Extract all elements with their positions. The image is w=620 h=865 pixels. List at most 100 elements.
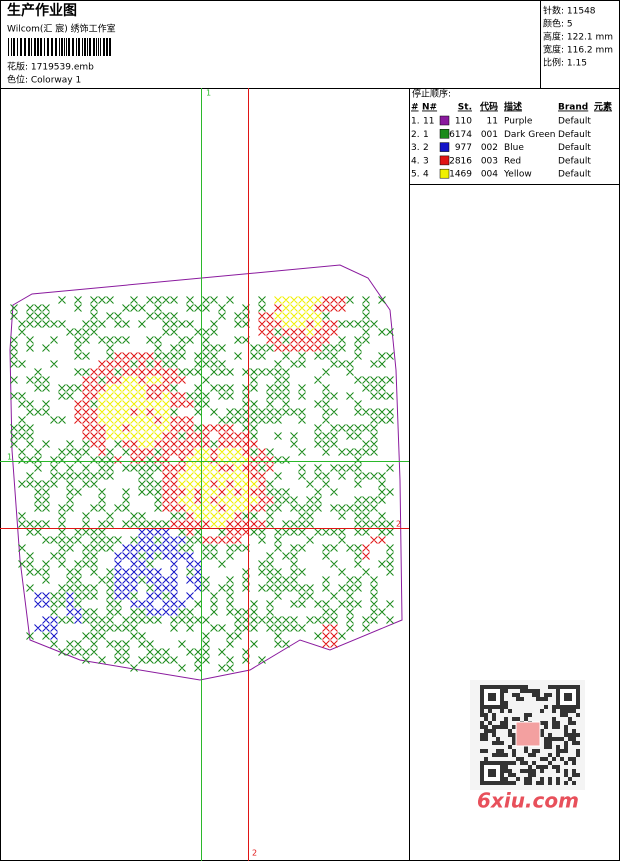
qr-module [528,713,532,717]
qr-module [524,769,528,773]
qr-module [512,737,516,741]
qr-module [520,761,524,765]
cell: 002 [481,143,498,153]
qr-module [528,773,532,777]
stitches [34,528,202,640]
qr-module [572,757,576,761]
qr-module [504,761,508,765]
qr-logo [515,721,541,747]
qr-module [500,721,504,725]
column-header: # [411,103,419,113]
qr-module [552,717,556,721]
qr-module [504,769,508,773]
qr-module [568,709,572,713]
bar [96,38,97,56]
qr-module [528,781,532,785]
qr-module [560,749,564,753]
qr-module [544,721,548,725]
cell: Default [558,156,591,166]
cell: Default [558,117,591,127]
qr-module [512,749,516,753]
bar [47,38,49,56]
cell: 11 [423,117,434,127]
stat: 颜色: 5 [543,18,573,30]
marker: 2 [396,520,401,529]
bar [20,38,22,56]
qr-module [572,769,576,773]
qr-module [520,685,524,689]
qr-module [536,693,540,697]
cell: Default [558,170,591,180]
qr-module [504,685,508,689]
bar [78,38,80,56]
qr-finder [488,769,496,777]
qr-module [524,685,528,689]
bar [17,38,18,56]
qr-module [564,733,568,737]
qr-module [512,733,516,737]
color-swatch [439,129,450,139]
qr-finder [564,693,572,701]
qr-module [544,725,548,729]
bar [72,38,74,56]
qr-module [536,765,540,769]
qr-module [552,725,556,729]
stat: 比例: 1.15 [543,57,587,69]
qr-module [480,749,484,753]
qr-module [544,745,548,749]
qr-module [500,741,504,745]
bar [13,38,15,56]
outline [9,264,403,681]
qr-module [484,729,488,733]
qr-module [500,725,504,729]
column-header: St. [458,103,472,113]
color-swatch [439,115,450,126]
qr-module [572,761,576,765]
qr-module [556,777,560,781]
qr-module [532,753,536,757]
qr-module [500,749,504,753]
cell: Red [504,156,521,166]
design-area [9,264,403,681]
qr-module [556,781,560,785]
qr-module [524,713,528,717]
barcode [8,38,111,56]
qr-module [572,741,576,745]
cell: 11 [487,117,498,127]
qr-module [524,717,528,721]
qr-module [576,741,580,745]
qr-module [520,689,524,693]
qr-module [548,741,552,745]
qr-module [564,781,568,785]
cell: 1469 [449,170,472,180]
qr-module [556,769,560,773]
cell: 4. [411,156,420,166]
qr-module [540,757,544,761]
color-swatch [439,168,450,179]
qr-module [508,745,512,749]
table-title: 停止顺序: [412,88,451,100]
qr-module [564,745,568,749]
stat: 针数: 11548 [543,5,596,17]
cell: Blue [504,143,524,153]
cell: 2816 [449,156,472,166]
marker: 2 [252,849,257,858]
watermark: 6xiu.com [477,789,579,813]
qr-module [544,741,548,745]
qr-module [536,689,540,693]
qr-module [504,721,508,725]
cell: 2. [411,130,420,140]
qr-module [480,725,484,729]
bar [40,38,42,56]
bar [64,38,65,56]
qr-module [484,733,488,737]
qr-module [492,717,496,721]
qr-finder [488,693,496,701]
qr-module [480,713,484,717]
column-header: N# [422,103,437,113]
qr-module [492,733,496,737]
cell: 001 [481,130,498,140]
bar [61,38,63,56]
qr-module [528,753,532,757]
bar [82,38,83,56]
